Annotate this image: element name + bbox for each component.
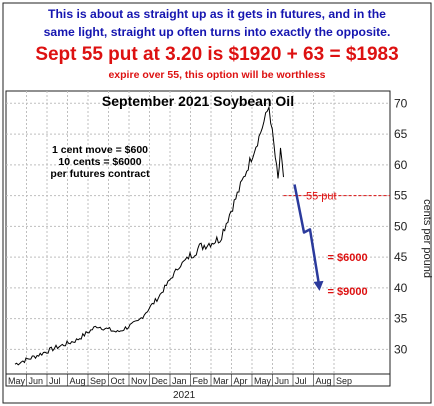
x-tick-label: Jul <box>295 376 307 386</box>
put-label: 55 put <box>306 191 337 203</box>
x-tick-label: May <box>254 376 272 386</box>
x-tick-label: Aug <box>316 376 332 386</box>
price-line <box>14 105 284 366</box>
chart-title: September 2021 Soybean Oil <box>102 93 294 109</box>
header-line-1: This is about as straight up as it gets … <box>48 7 386 21</box>
x-tick-label: May <box>8 376 26 386</box>
header-headline: Sept 55 put at 3.20 is $1920 + 63 = $198… <box>35 44 399 65</box>
header-line-2: same light, straight up often turns into… <box>43 25 391 39</box>
y-axis-label: cents per pound <box>421 199 433 278</box>
y-tick-label: 30 <box>394 342 408 356</box>
y-tick-label: 70 <box>394 96 408 110</box>
x-tick-label: Jul <box>49 376 61 386</box>
x-tick-label: Sep <box>336 376 352 386</box>
plot-frame <box>5 90 391 375</box>
projection-arrow <box>293 184 321 289</box>
y-tick-label: 55 <box>394 189 408 203</box>
y-tick-label: 35 <box>394 312 408 326</box>
x-tick-label: Feb <box>193 376 209 386</box>
x-tick-label: Apr <box>234 376 248 386</box>
y-tick-label: 40 <box>394 281 408 295</box>
x-tick-label: Mar <box>213 376 229 386</box>
x-tick-label: Jan <box>172 376 187 386</box>
target-label-9000: = $9000 <box>328 286 368 298</box>
projection-arrowhead <box>313 280 324 291</box>
contract-note-line: 1 cent move = $600 <box>52 144 148 156</box>
y-tick-label: 50 <box>394 219 408 233</box>
x-tick-label: Sep <box>90 376 106 386</box>
x-tick-label: Jun <box>275 376 290 386</box>
x-axis-band <box>5 373 391 387</box>
x-axis-label: 2021 <box>173 390 196 401</box>
y-tick-label: 60 <box>394 158 408 172</box>
header-subline: expire over 55, this option will be wort… <box>108 69 326 81</box>
x-tick-label: Oct <box>111 376 126 386</box>
contract-note-line: per futures contract <box>50 168 150 180</box>
header: This is about as straight up as it gets … <box>0 0 434 88</box>
y-tick-label: 65 <box>394 127 408 141</box>
x-tick-label: Dec <box>152 376 169 386</box>
x-tick-label: Aug <box>70 376 86 386</box>
x-tick-label: Nov <box>131 376 148 386</box>
target-label-6000: = $6000 <box>328 252 368 264</box>
contract-note-line: 10 cents = $6000 <box>58 156 141 168</box>
y-tick-label: 45 <box>394 250 408 264</box>
x-tick-label: Jun <box>29 376 44 386</box>
